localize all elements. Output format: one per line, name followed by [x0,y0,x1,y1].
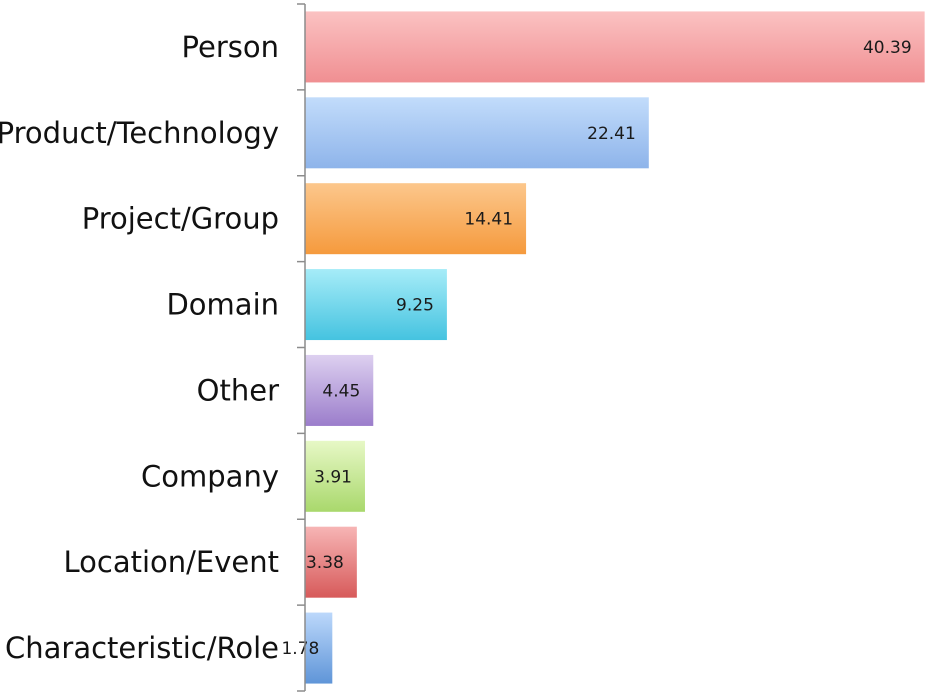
value-label-product-technology: 22.41 [587,124,636,144]
category-label-product-technology: Product/Technology [0,116,279,150]
bar-company [305,440,365,512]
category-label-other: Other [197,373,279,407]
category-label-company: Company [141,459,279,493]
category-label-location-event: Location/Event [63,545,279,579]
y-axis [297,3,306,692]
bar-characteristic-role [305,612,333,684]
category-label-domain: Domain [166,288,279,322]
value-label-company: 3.91 [314,467,352,487]
bar-person [305,11,925,83]
category-label-project-group: Project/Group [82,202,279,236]
value-label-location-event: 3.38 [306,553,344,573]
value-label-person: 40.39 [863,38,912,58]
bar-other [305,354,374,426]
bars-group [305,11,925,684]
category-labels-group: Person Product/Technology Project/Group Dom… [0,30,279,665]
bar-location-event [305,526,357,598]
bar-project-group [305,183,527,255]
value-label-project-group: 14.41 [464,210,513,230]
value-label-characteristic-role: 1.78 [281,639,319,659]
bar-product-technology [305,97,649,169]
category-label-person: Person [182,30,279,64]
value-label-domain: 9.25 [396,296,434,316]
category-label-characteristic-role: Characteristic/Role [5,631,279,665]
value-labels-group: 40.39 22.41 14.41 9.25 4.45 3.91 3.38 1.78 [281,38,911,659]
value-label-other: 4.45 [322,381,360,401]
bar-domain [305,269,447,341]
